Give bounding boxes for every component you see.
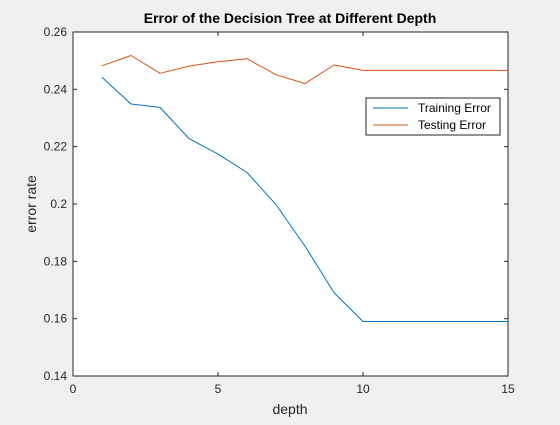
x-tick-label: 15	[501, 382, 515, 396]
x-axis-ticks: 0 5 10 15	[70, 32, 515, 396]
y-tick-label: 0.26	[44, 25, 68, 39]
y-tick-label: 0.14	[44, 369, 68, 383]
legend-label-training-error: Training Error	[418, 101, 491, 115]
series-line-testing-error	[101, 55, 508, 85]
legend-box	[365, 97, 501, 136]
chart-title: Error of the Decision Tree at Different …	[144, 10, 437, 26]
x-tick-label: 5	[215, 382, 222, 396]
y-axis-ticks: 0.14 0.16 0.18 0.2 0.22 0.24 0.26	[44, 25, 508, 383]
y-tick-label: 0.22	[44, 140, 68, 154]
plot-area	[72, 31, 509, 377]
series-layer	[101, 55, 508, 322]
legend: Training Error Testing Error	[365, 97, 501, 136]
x-tick-label: 0	[70, 382, 77, 396]
y-tick-label: 0.2	[50, 197, 67, 211]
x-tick-label: 10	[356, 382, 370, 396]
legend-label-testing-error: Testing Error	[418, 118, 486, 132]
y-axis-label: error rate	[23, 175, 39, 233]
series-line-training-error	[101, 76, 508, 322]
y-tick-label: 0.18	[44, 254, 68, 268]
y-tick-label: 0.24	[44, 82, 68, 96]
x-axis-label: depth	[272, 401, 307, 417]
y-tick-label: 0.16	[44, 312, 68, 326]
